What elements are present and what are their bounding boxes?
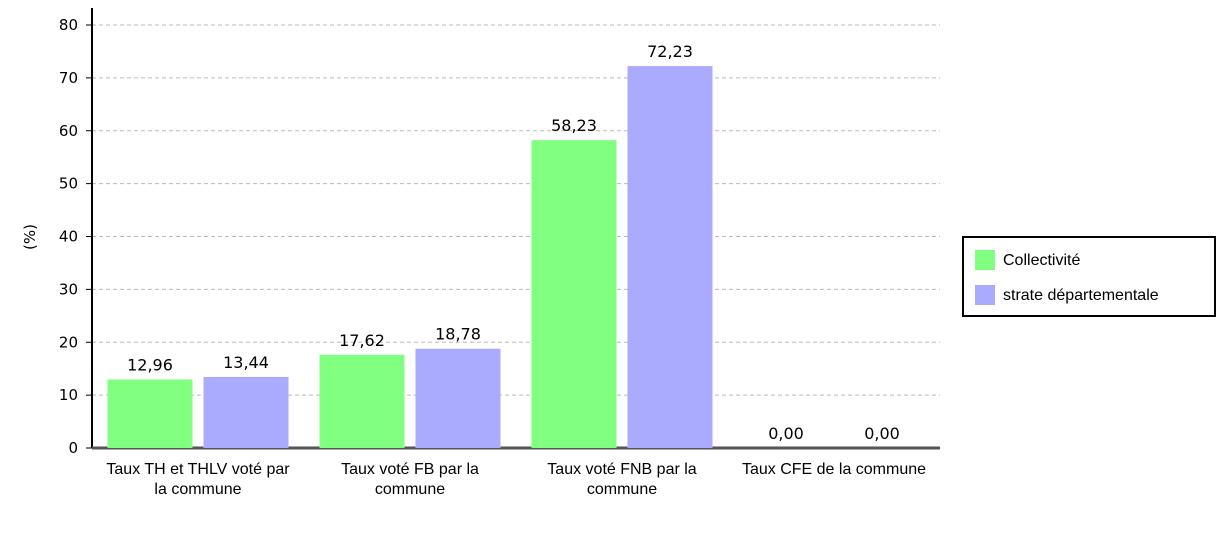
y-tick-label: 0 xyxy=(68,439,78,457)
data-label: 13,44 xyxy=(223,353,269,372)
legend-swatch xyxy=(975,250,995,270)
bar xyxy=(319,354,405,448)
x-tick-label: Taux TH et THLV voté par la commune xyxy=(106,461,290,498)
y-tick-label: 30 xyxy=(59,280,78,298)
data-label: 58,23 xyxy=(551,116,597,135)
bar xyxy=(531,140,617,448)
y-tick-label: 60 xyxy=(59,122,78,140)
data-label: 12,96 xyxy=(127,355,173,374)
y-tick-label: 50 xyxy=(59,175,78,193)
legend-box xyxy=(962,236,1216,317)
x-tick-label: Taux CFE de la commune xyxy=(741,461,927,478)
y-tick-label: 40 xyxy=(59,228,78,246)
legend-label: Collectivité xyxy=(1003,252,1080,269)
data-label: 17,62 xyxy=(339,331,385,350)
bar xyxy=(203,376,289,448)
bar xyxy=(415,348,501,448)
y-axis-label: (%) xyxy=(21,224,39,250)
y-tick-label: 10 xyxy=(59,386,78,404)
y-tick-label: 80 xyxy=(59,16,78,34)
x-tick-label: Taux voté FB par la commune xyxy=(341,461,479,498)
bar xyxy=(627,66,713,449)
legend-swatch xyxy=(975,285,995,305)
data-label: 18,78 xyxy=(435,325,481,344)
data-label: 72,23 xyxy=(647,42,693,61)
y-tick-label: 20 xyxy=(59,333,78,351)
data-label: 0,00 xyxy=(864,424,900,443)
bar xyxy=(107,379,193,448)
data-label: 0,00 xyxy=(768,424,804,443)
x-tick-label: Taux voté FNB par la commune xyxy=(547,461,697,498)
y-tick-label: 70 xyxy=(59,69,78,87)
legend-label: strate départementale xyxy=(1003,287,1159,304)
